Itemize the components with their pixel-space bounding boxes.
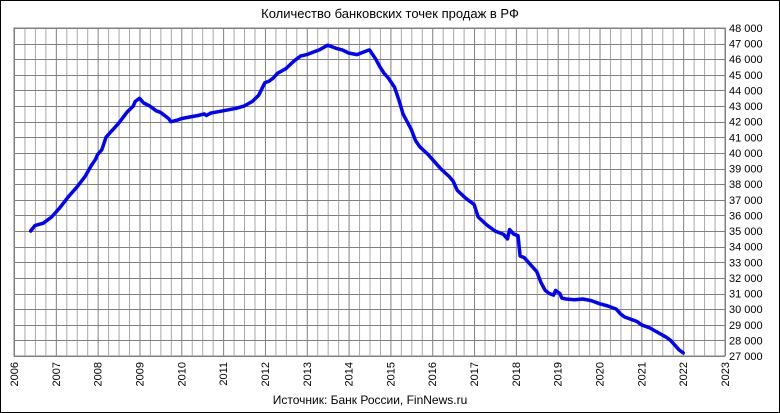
x-tick-label: 2021 xyxy=(636,362,648,386)
x-tick-label: 2012 xyxy=(260,362,272,386)
y-tick-label: 29 000 xyxy=(729,320,763,332)
x-tick-label: 2020 xyxy=(595,362,607,386)
y-tick-label: 27 000 xyxy=(729,351,763,363)
y-tick-label: 46 000 xyxy=(729,54,763,66)
y-tick-label: 44 000 xyxy=(729,85,763,97)
y-tick-label: 48 000 xyxy=(729,23,763,35)
y-tick-label: 40 000 xyxy=(729,148,763,160)
series-line xyxy=(28,43,685,355)
source-note: Источник: Банк России, FinNews.ru xyxy=(272,393,468,407)
grid xyxy=(13,27,726,357)
x-tick-label: 2019 xyxy=(553,362,565,386)
y-tick-label: 36 000 xyxy=(729,210,763,222)
x-tick-label: 2022 xyxy=(678,362,690,386)
y-tick-label: 45 000 xyxy=(729,70,763,82)
y-tick-label: 33 000 xyxy=(729,257,763,269)
x-tick-label: 2008 xyxy=(93,362,105,386)
x-tick-label: 2018 xyxy=(511,362,523,386)
y-tick-label: 35 000 xyxy=(729,226,763,238)
y-tick-label: 41 000 xyxy=(729,132,763,144)
x-tick-label: 2023 xyxy=(720,362,732,386)
y-tick-label: 39 000 xyxy=(729,164,763,176)
y-tick-label: 42 000 xyxy=(729,117,763,129)
y-tick-label: 31 000 xyxy=(729,289,763,301)
x-tick-label: 2006 xyxy=(9,362,21,386)
y-tick-label: 30 000 xyxy=(729,304,763,316)
x-tick-label: 2015 xyxy=(385,362,397,386)
x-tick-label: 2013 xyxy=(302,362,314,386)
x-tick-label: 2014 xyxy=(344,362,356,386)
x-tick-label: 2007 xyxy=(51,362,63,386)
y-tick-label: 32 000 xyxy=(729,273,763,285)
x-tick-label: 2016 xyxy=(427,362,439,386)
y-tick-label: 43 000 xyxy=(729,101,763,113)
x-tick-label: 2010 xyxy=(176,362,188,386)
y-tick-label: 28 000 xyxy=(729,335,763,347)
y-tick-label: 47 000 xyxy=(729,39,763,51)
y-tick-label: 37 000 xyxy=(729,195,763,207)
x-axis-ticks: 2006 2007 2008 2009 2010 2011 2012 2013 2014 2015… xyxy=(9,362,732,386)
x-tick-label: 2009 xyxy=(134,362,146,386)
y-tick-label: 38 000 xyxy=(729,179,763,191)
x-tick-label: 2017 xyxy=(469,362,481,386)
chart-title: Количество банковских точек продаж в РФ xyxy=(261,6,519,21)
x-tick-label: 2011 xyxy=(218,362,230,386)
y-axis-ticks: 27 000 28 000 29 000 30 000 31 000 32 000 33 0… xyxy=(729,23,763,363)
y-tick-label: 34 000 xyxy=(729,242,763,254)
